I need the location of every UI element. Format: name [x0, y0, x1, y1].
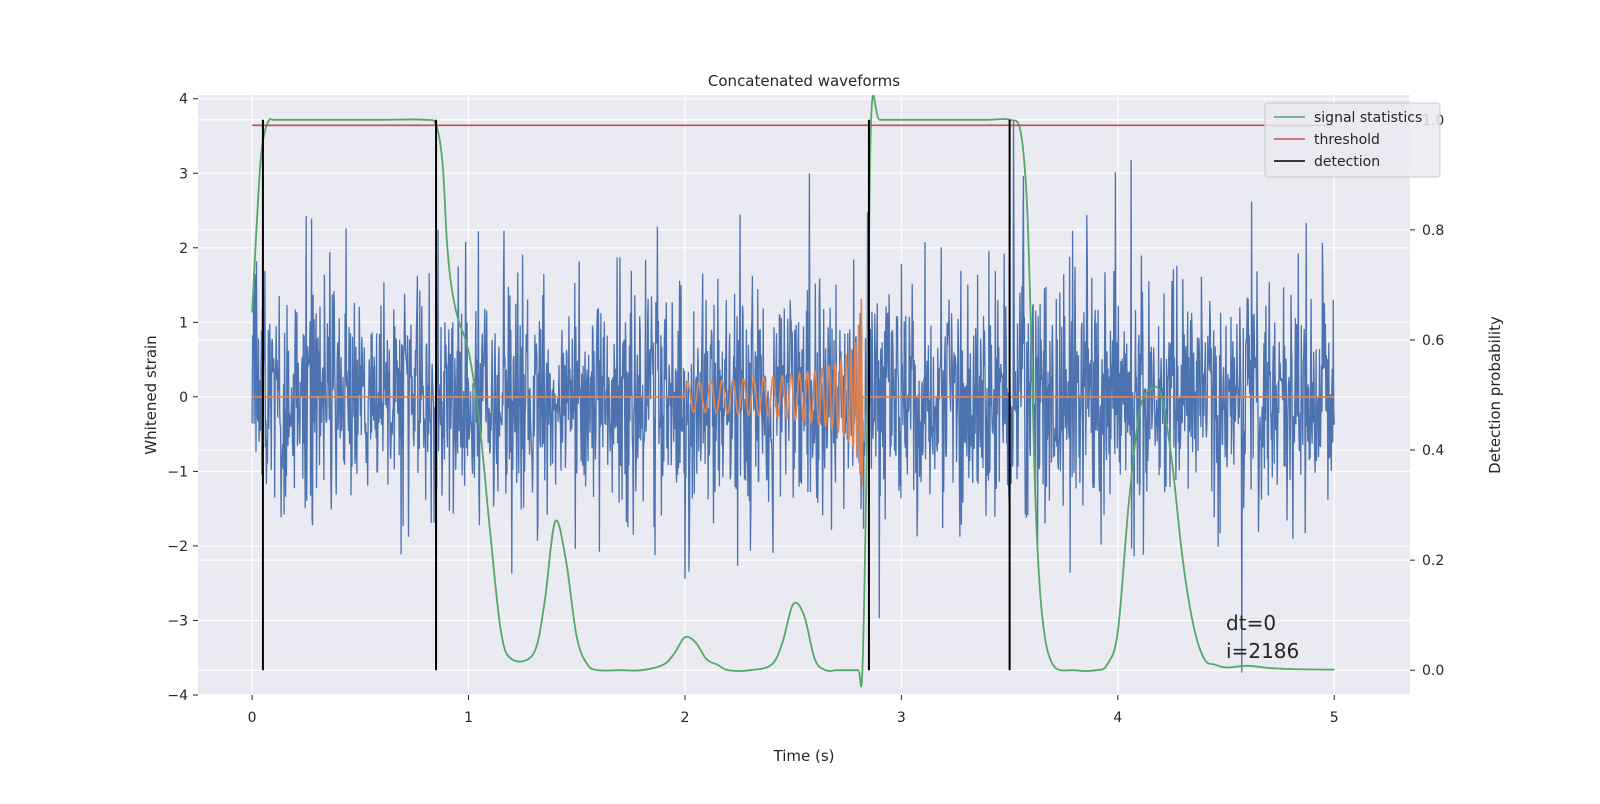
y-right-tick-label: 0.8 — [1422, 223, 1444, 239]
y-tick-label: −3 — [167, 613, 188, 629]
y-tick-label: 3 — [179, 166, 188, 182]
x-tick-label: 2 — [681, 710, 690, 726]
x-axis-label: Time (s) — [773, 747, 835, 765]
annotation: dt=0 i=2186 — [1226, 611, 1299, 663]
y-tick-label: −2 — [167, 539, 188, 555]
y-right-tick-label: 0.0 — [1422, 663, 1444, 679]
legend-entry-signal-statistics: signal statistics — [1314, 110, 1422, 126]
y-right-tick-label: 0.6 — [1422, 333, 1444, 349]
y-right-tick-label: 0.2 — [1422, 553, 1444, 569]
chart-title: Concatenated waveforms — [708, 72, 900, 90]
x-tick-label: 3 — [897, 710, 906, 726]
y-axis-right-label: Detection probability — [1486, 316, 1504, 474]
x-tick-label: 0 — [248, 710, 257, 726]
x-tick-label: 1 — [464, 710, 473, 726]
annotation-i: i=2186 — [1226, 639, 1299, 663]
y-tick-label: 0 — [179, 390, 188, 406]
y-tick-label: 4 — [179, 92, 188, 108]
series-chirp-waveform — [252, 298, 1335, 486]
y-tick-label: −4 — [167, 688, 188, 704]
x-tick-label: 4 — [1113, 710, 1122, 726]
legend-entry-threshold: threshold — [1314, 132, 1380, 148]
x-tick-label: 5 — [1330, 710, 1339, 726]
y-tick-label: 2 — [179, 241, 188, 257]
legend: signal statistics threshold detection — [1264, 102, 1441, 178]
annotation-dt: dt=0 — [1226, 611, 1276, 635]
y-tick-label: −1 — [167, 464, 188, 480]
legend-box — [1264, 102, 1441, 178]
series-whitened-strain — [251, 121, 1335, 673]
legend-entry-detection: detection — [1314, 154, 1380, 170]
series-signal-statistics — [251, 95, 1335, 688]
y-right-tick-label: 0.4 — [1422, 443, 1444, 459]
y-tick-label: 1 — [179, 315, 188, 331]
series-layer — [251, 95, 1335, 688]
y-axis-label: Whitened strain — [142, 335, 160, 454]
